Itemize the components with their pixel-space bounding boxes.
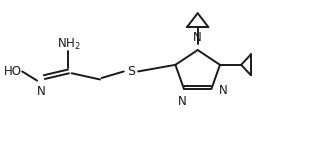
Text: N: N [219, 84, 228, 97]
Text: N: N [37, 85, 45, 98]
Text: N: N [193, 31, 201, 44]
Text: S: S [127, 65, 135, 78]
Text: HO: HO [4, 65, 22, 78]
Text: NH$_2$: NH$_2$ [57, 37, 80, 52]
Text: N: N [178, 95, 186, 108]
